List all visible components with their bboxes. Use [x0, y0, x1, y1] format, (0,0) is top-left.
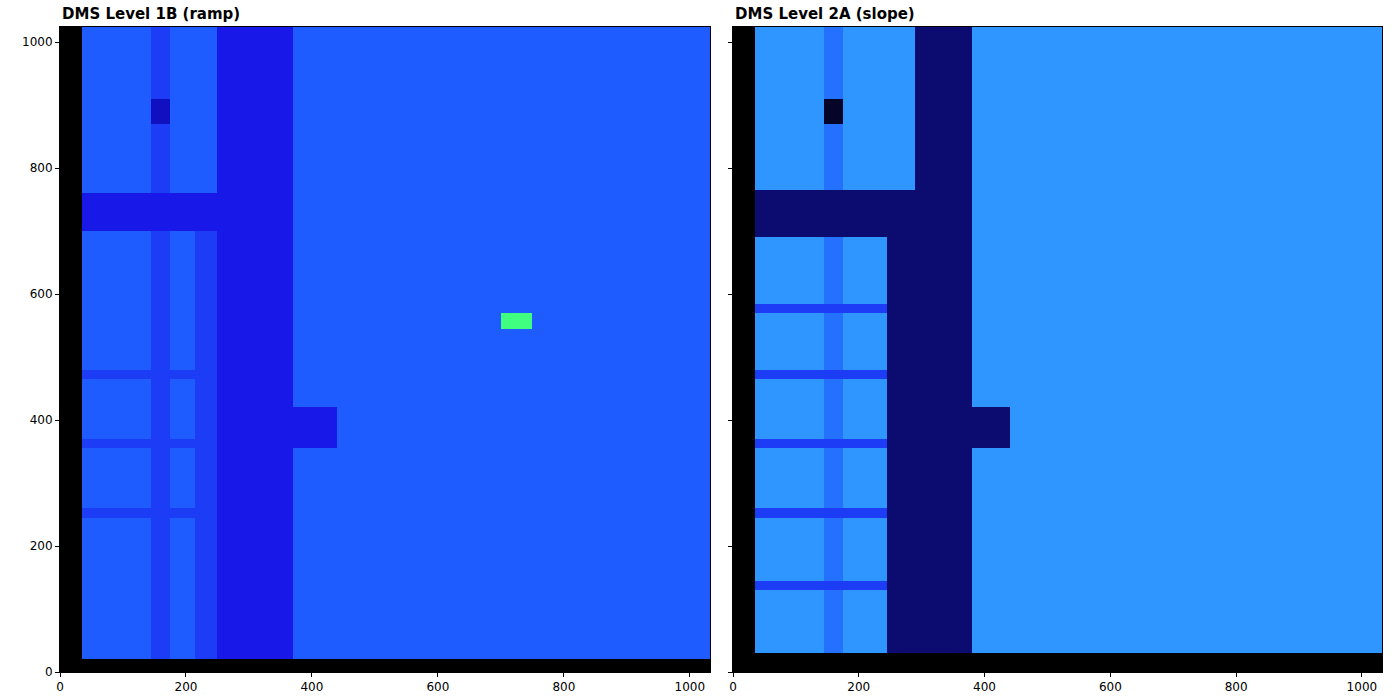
svg-text:200: 200	[30, 539, 53, 553]
svg-text:0: 0	[56, 680, 64, 694]
svg-text:800: 800	[30, 161, 53, 175]
svg-text:1000: 1000	[22, 35, 53, 49]
svg-text:400: 400	[30, 413, 53, 427]
svg-text:600: 600	[1099, 680, 1122, 694]
svg-text:1000: 1000	[1347, 680, 1378, 694]
svg-text:200: 200	[847, 680, 870, 694]
svg-text:DMS Level 1B (ramp): DMS Level 1B (ramp)	[62, 5, 240, 23]
svg-text:800: 800	[552, 680, 575, 694]
svg-text:1000: 1000	[675, 680, 706, 694]
svg-text:400: 400	[300, 680, 323, 694]
svg-text:600: 600	[30, 287, 53, 301]
svg-text:400: 400	[973, 680, 996, 694]
svg-text:800: 800	[1225, 680, 1248, 694]
svg-text:0: 0	[45, 665, 53, 679]
svg-text:DMS Level 2A (slope): DMS Level 2A (slope)	[735, 5, 915, 23]
svg-text:0: 0	[729, 680, 737, 694]
svg-text:600: 600	[426, 680, 449, 694]
svg-text:200: 200	[175, 680, 198, 694]
